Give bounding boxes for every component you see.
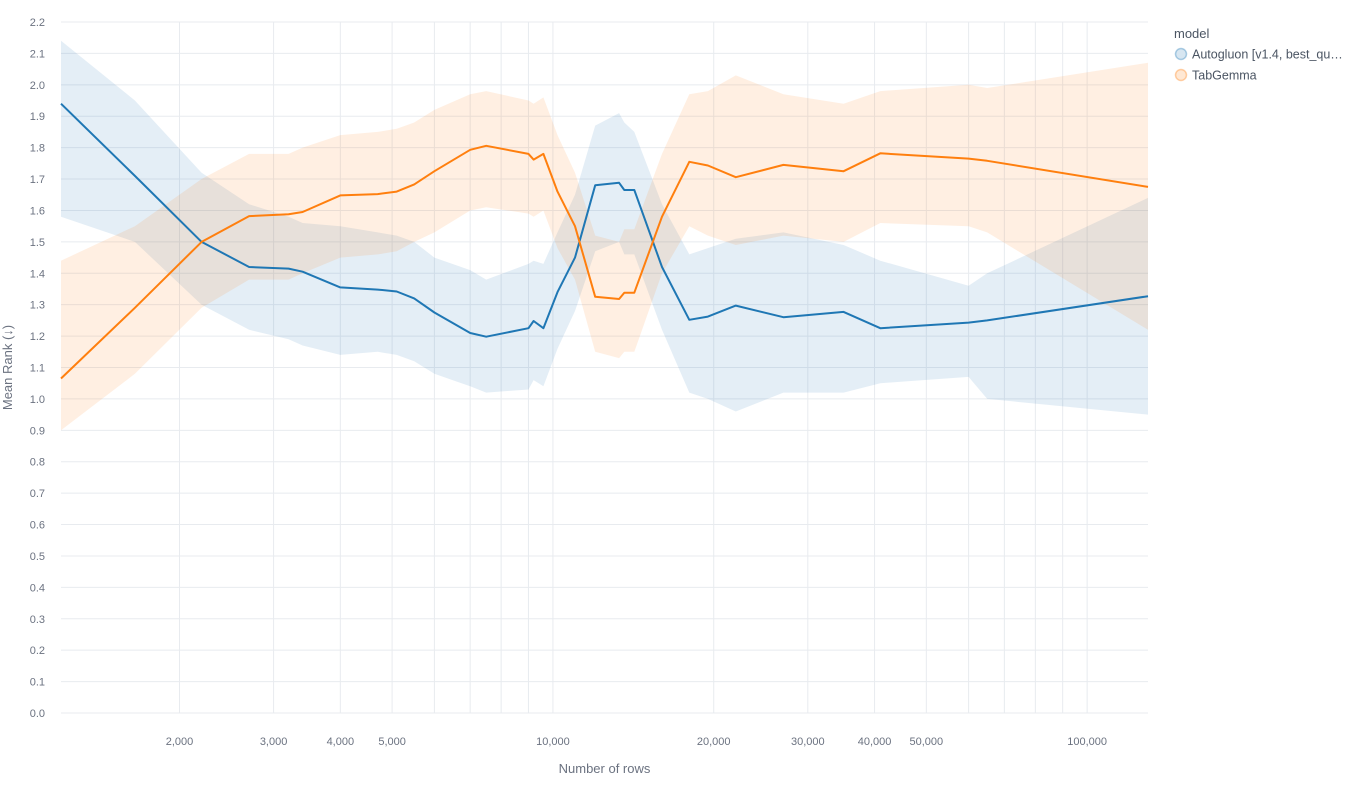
- y-tick-label: 1.5: [30, 237, 45, 249]
- y-tick-label: 1.4: [30, 268, 45, 280]
- x-tick-label: 30,000: [791, 736, 825, 748]
- y-tick-label: 1.9: [30, 111, 45, 123]
- y-tick-label: 1.0: [30, 394, 45, 406]
- x-tick-label: 50,000: [909, 736, 943, 748]
- x-tick-label: 10,000: [536, 736, 570, 748]
- y-tick-label: 1.2: [30, 331, 45, 343]
- series-line-0[interactable]: [60, 102, 1149, 338]
- y-tick-label: 0.8: [30, 457, 45, 469]
- y-axis-title: Mean Rank (↓): [0, 325, 15, 410]
- series-line-1[interactable]: [60, 144, 1149, 380]
- y-tick-label: 1.6: [30, 205, 45, 217]
- y-tick-label: 0.9: [30, 425, 45, 437]
- y-tick-label: 2.2: [30, 17, 45, 29]
- y-axis-ticks: 0.0 0.1 0.2 0.3 0.4 0.5 0.6 0.7 0.8 0.9 1.0 1.1 1.2 1…: [30, 17, 45, 720]
- y-tick-label: 0.4: [30, 582, 45, 594]
- legend-swatch[interactable]: [1174, 68, 1188, 82]
- y-tick-label: 1.3: [30, 300, 45, 312]
- y-tick-label: 0.2: [30, 645, 45, 657]
- y-tick-label: 1.7: [30, 174, 45, 186]
- y-tick-label: 1.8: [30, 143, 45, 155]
- confidence-band-0: [61, 40, 1148, 415]
- y-tick-label: 0.7: [30, 488, 45, 500]
- x-tick-label: 3,000: [260, 736, 288, 748]
- y-tick-label: 0.5: [30, 551, 45, 563]
- x-tick-label: 40,000: [858, 736, 892, 748]
- y-tick-label: 1.1: [30, 363, 45, 375]
- legend-swatch[interactable]: [1174, 47, 1188, 61]
- x-tick-label: 4,000: [327, 736, 355, 748]
- y-tick-label: 0.1: [30, 677, 45, 689]
- y-tick-label: 0.6: [30, 520, 45, 532]
- y-tick-label: 0.0: [30, 708, 45, 720]
- x-tick-label: 20,000: [697, 736, 731, 748]
- y-tick-label: 2.0: [30, 80, 45, 92]
- y-tick-label: 0.3: [30, 614, 45, 626]
- legend-title: model: [1174, 26, 1210, 41]
- x-axis-ticks: 2,000 3,000 4,000 5,000 10,000 20,000 30,000 40…: [166, 736, 1107, 748]
- legend[interactable]: model Autogluon [v1.4, best_qu… TabGemma: [1174, 26, 1343, 83]
- confidence-bands: [61, 40, 1148, 431]
- legend-item-label[interactable]: TabGemma: [1192, 69, 1257, 83]
- x-tick-label: 2,000: [166, 736, 194, 748]
- grid: [61, 21, 1148, 714]
- legend-item-label[interactable]: Autogluon [v1.4, best_qu…: [1192, 48, 1343, 62]
- x-axis-title: Number of rows: [559, 761, 651, 776]
- y-tick-label: 2.1: [30, 48, 45, 60]
- series-lines: [60, 102, 1149, 380]
- x-tick-label: 100,000: [1067, 736, 1107, 748]
- x-tick-label: 5,000: [378, 736, 406, 748]
